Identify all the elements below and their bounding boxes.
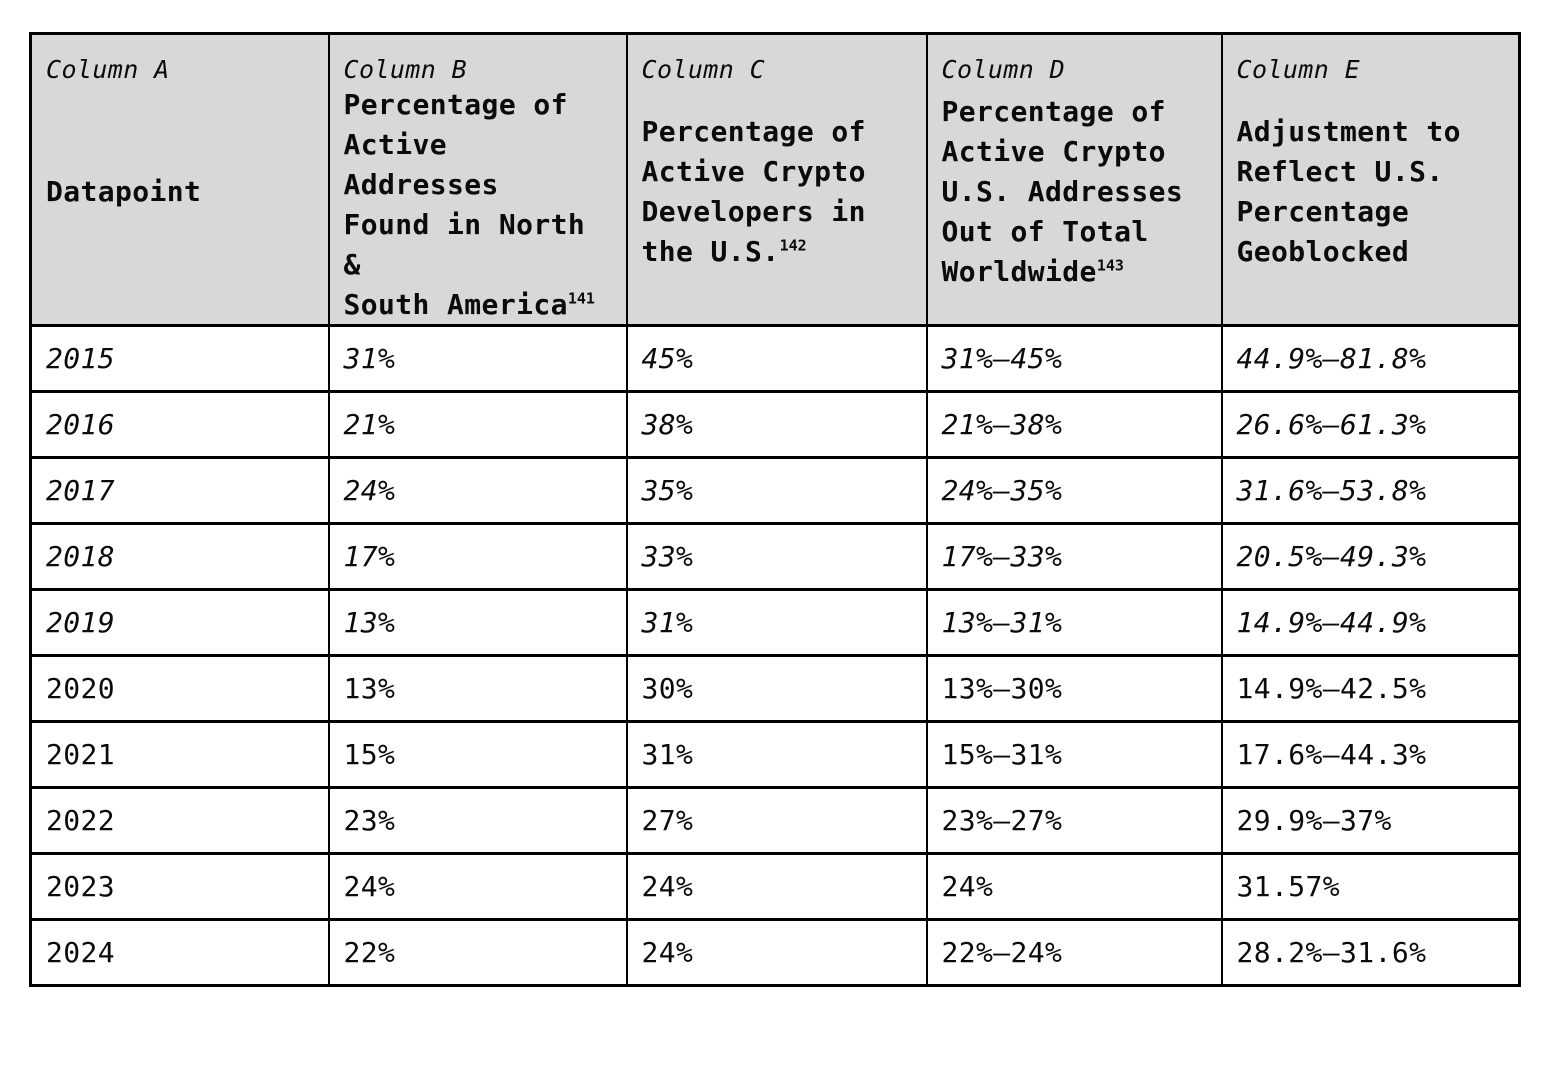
col-e-cell: 14.9%–44.9% <box>1220 588 1521 657</box>
col-c-cell: 33% <box>625 522 928 591</box>
column-c-tag: Column C <box>641 55 766 84</box>
table-row-2019: 2019 13% 31% 13%–31% 14.9%–44.9% <box>29 588 1521 657</box>
year-cell: 2017 <box>29 456 330 525</box>
table-row-2015: 2015 31% 45% 31%–45% 44.9%–81.8% <box>29 324 1521 393</box>
column-e-title: Adjustment to Reflect U.S. Percentage Ge… <box>1236 115 1461 268</box>
col-b-cell: 24% <box>327 852 628 921</box>
year-cell: 2016 <box>29 390 330 459</box>
table-row-2017: 2017 24% 35% 24%–35% 31.6%–53.8% <box>29 456 1521 525</box>
year-cell: 2021 <box>29 720 330 789</box>
column-header-d: Column D Percentage of Active Crypto U.S… <box>925 32 1223 327</box>
col-c-cell: 27% <box>625 786 928 855</box>
col-d-cell: 22%–24% <box>925 918 1223 987</box>
year-cell: 2018 <box>29 522 330 591</box>
col-c-cell: 35% <box>625 456 928 525</box>
column-a-tag: Column A <box>46 55 170 84</box>
column-d-tag: Column D <box>941 55 1066 84</box>
col-b-cell: 17% <box>327 522 628 591</box>
table-row-2021: 2021 15% 31% 15%–31% 17.6%–44.3% <box>29 720 1521 789</box>
table-row-2020: 2020 13% 30% 13%–30% 14.9%–42.5% <box>29 654 1521 723</box>
col-d-cell: 24% <box>925 852 1223 921</box>
col-b-cell: 22% <box>327 918 628 987</box>
col-d-cell: 17%–33% <box>925 522 1223 591</box>
col-d-cell: 23%–27% <box>925 786 1223 855</box>
col-e-cell: 14.9%–42.5% <box>1220 654 1521 723</box>
column-d-title: Percentage of Active Crypto U.S. Address… <box>941 95 1184 288</box>
column-e-tag: Column E <box>1236 55 1361 84</box>
crypto-us-percentage-table: Column A Datapoint Column B Percentage o… <box>29 32 1521 987</box>
col-c-cell: 24% <box>625 918 928 987</box>
year-cell: 2024 <box>29 918 330 987</box>
col-b-cell: 21% <box>327 390 628 459</box>
col-c-cell: 31% <box>625 720 928 789</box>
year-cell: 2019 <box>29 588 330 657</box>
column-a-title: Datapoint <box>46 175 202 208</box>
col-e-cell: 28.2%–31.6% <box>1220 918 1521 987</box>
col-c-cell: 45% <box>625 324 928 393</box>
col-e-cell: 44.9%–81.8% <box>1220 324 1521 393</box>
col-b-cell: 23% <box>327 786 628 855</box>
col-c-cell: 38% <box>625 390 928 459</box>
footnote-ref-141: 141 <box>567 289 595 308</box>
col-d-cell: 15%–31% <box>925 720 1223 789</box>
col-e-cell: 20.5%–49.3% <box>1220 522 1521 591</box>
col-c-cell: 30% <box>625 654 928 723</box>
col-d-cell: 13%–31% <box>925 588 1223 657</box>
header-row: Column A Datapoint Column B Percentage o… <box>29 32 1521 327</box>
year-cell: 2015 <box>29 324 330 393</box>
col-e-cell: 29.9%–37% <box>1220 786 1521 855</box>
footnote-ref-142: 142 <box>779 236 807 255</box>
col-e-cell: 26.6%–61.3% <box>1220 390 1521 459</box>
year-cell: 2022 <box>29 786 330 855</box>
table-row-2016: 2016 21% 38% 21%–38% 26.6%–61.3% <box>29 390 1521 459</box>
column-header-b: Column B Percentage of Active Addresses … <box>327 32 628 327</box>
table-header: Column A Datapoint Column B Percentage o… <box>29 32 1521 327</box>
col-e-cell: 31.57% <box>1220 852 1521 921</box>
table-body: 2015 31% 45% 31%–45% 44.9%–81.8% 2016 21… <box>29 324 1521 987</box>
table-row-2022: 2022 23% 27% 23%–27% 29.9%–37% <box>29 786 1521 855</box>
table-row-2024: 2024 22% 24% 22%–24% 28.2%–31.6% <box>29 918 1521 987</box>
column-b-tag: Column B <box>343 55 468 84</box>
column-header-a: Column A Datapoint <box>29 32 330 327</box>
col-d-cell: 24%–35% <box>925 456 1223 525</box>
column-b-title: Percentage of Active Addresses Found in … <box>343 88 595 321</box>
column-header-c: Column C Percentage of Active Crypto Dev… <box>625 32 928 327</box>
col-c-cell: 24% <box>625 852 928 921</box>
col-c-cell: 31% <box>625 588 928 657</box>
col-b-cell: 13% <box>327 588 628 657</box>
column-header-e: Column E Adjustment to Reflect U.S. Perc… <box>1220 32 1521 327</box>
year-cell: 2023 <box>29 852 330 921</box>
col-e-cell: 17.6%–44.3% <box>1220 720 1521 789</box>
table-row-2018: 2018 17% 33% 17%–33% 20.5%–49.3% <box>29 522 1521 591</box>
col-e-cell: 31.6%–53.8% <box>1220 456 1521 525</box>
col-d-cell: 31%–45% <box>925 324 1223 393</box>
col-b-cell: 15% <box>327 720 628 789</box>
footnote-ref-143: 143 <box>1096 256 1124 275</box>
col-b-cell: 31% <box>327 324 628 393</box>
col-d-cell: 21%–38% <box>925 390 1223 459</box>
col-d-cell: 13%–30% <box>925 654 1223 723</box>
table-row-2023: 2023 24% 24% 24% 31.57% <box>29 852 1521 921</box>
col-b-cell: 13% <box>327 654 628 723</box>
col-b-cell: 24% <box>327 456 628 525</box>
column-c-title: Percentage of Active Crypto Developers i… <box>641 115 866 268</box>
year-cell: 2020 <box>29 654 330 723</box>
